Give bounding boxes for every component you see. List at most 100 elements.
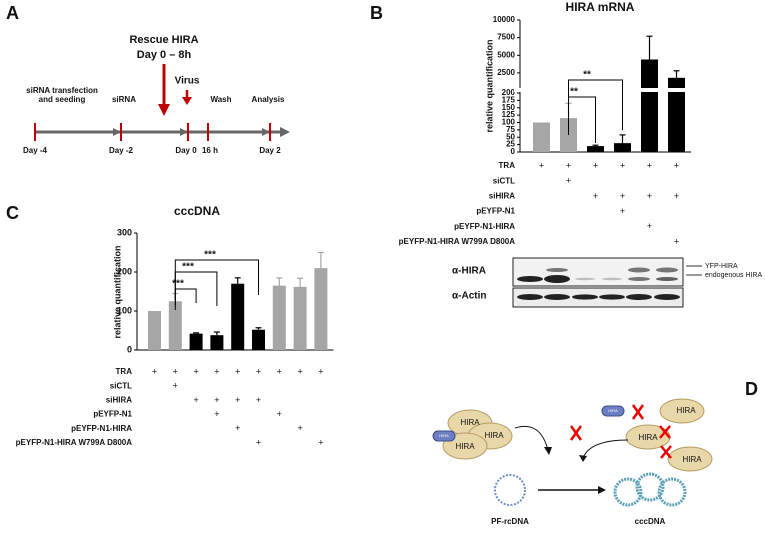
bar xyxy=(252,329,265,350)
y-tick-label: 125 xyxy=(502,110,516,119)
arrow-head xyxy=(598,486,606,494)
timeline-label: and seeding xyxy=(39,95,86,104)
block-marks xyxy=(569,404,672,459)
condition-mark: + xyxy=(256,366,261,376)
panel-label: A xyxy=(6,3,19,23)
cccdna xyxy=(613,472,687,507)
y-tick-label: 100 xyxy=(502,118,516,127)
yfp-tag xyxy=(432,430,456,442)
condition-mark: + xyxy=(566,160,571,170)
condition-mark: + xyxy=(214,366,219,376)
condition-mark: + xyxy=(152,366,157,376)
diagram: HIRA HIRA HIRA HIRA HIRA HIRA HIRA HIRA … xyxy=(432,398,713,526)
molecule-label: cccDNA xyxy=(635,517,666,526)
protein xyxy=(659,398,705,424)
y-tick-label: 0 xyxy=(127,344,132,354)
day-label: Day 2 xyxy=(259,146,281,155)
bar xyxy=(314,268,328,350)
arrow-head xyxy=(113,128,121,136)
day-label: Day -4 xyxy=(23,146,48,155)
bar xyxy=(148,311,161,350)
day-ticks xyxy=(34,123,271,141)
condition-label: pEYFP-N1 xyxy=(476,207,515,216)
significance-bracket xyxy=(174,259,259,300)
condition-label: pEYFP-N1-HIRA xyxy=(71,424,132,433)
condition-label: pEYFP-N1 xyxy=(93,410,132,419)
y-tick-label: 200 xyxy=(117,266,132,276)
condition-mark: + xyxy=(593,191,598,201)
arrow-head xyxy=(182,97,192,105)
bar xyxy=(641,59,658,152)
band-label: endogenous HIRA xyxy=(705,272,763,279)
day-label: Day -2 xyxy=(109,146,134,155)
western-blot: α-HIRA α-Actin YFP-HIRA endogenous HIRA xyxy=(452,257,763,308)
condition-mark: + xyxy=(256,437,261,447)
condition-mark: + xyxy=(256,395,261,405)
significance-label: ** xyxy=(583,70,591,81)
chart-title: cccDNA xyxy=(174,204,220,218)
y-tick-label: 7500 xyxy=(497,33,515,42)
chart-title: HIRA mRNA xyxy=(566,0,635,14)
bar xyxy=(189,333,203,350)
bar xyxy=(272,285,286,350)
condition-mark: + xyxy=(297,366,302,376)
timeline-label: Virus xyxy=(175,76,200,87)
y-axis-label: relative quantification xyxy=(112,245,122,338)
axis-break xyxy=(514,88,691,92)
condition-mark: + xyxy=(318,437,323,447)
molecule-label: PF-rcDNA xyxy=(491,517,529,526)
condition-mark: + xyxy=(214,409,219,419)
condition-mark: + xyxy=(214,395,219,405)
protein-label: HIRA xyxy=(638,433,658,442)
condition-mark: + xyxy=(566,176,571,186)
arrow-head xyxy=(280,127,290,137)
y-tick-label: 100 xyxy=(117,305,132,315)
bar xyxy=(668,77,685,152)
y-tick-label: 2500 xyxy=(497,68,515,77)
y-tick-label: 300 xyxy=(117,227,132,237)
arrow-head xyxy=(158,104,170,116)
condition-label: TRA xyxy=(499,161,516,170)
condition-mark: + xyxy=(620,206,625,216)
panel-label: D xyxy=(745,379,758,399)
y-tick-label: 25 xyxy=(506,140,515,149)
condition-mark: + xyxy=(647,160,652,170)
bar xyxy=(560,118,577,152)
condition-mark: + xyxy=(235,366,240,376)
protein xyxy=(667,446,713,472)
protein-label: HIRA xyxy=(455,442,475,451)
protein-label: HIRA xyxy=(484,431,504,440)
significance-label: *** xyxy=(172,279,184,290)
condition-mark: + xyxy=(674,236,679,246)
timeline-label: siRNA xyxy=(112,95,136,104)
timeline-label: Analysis xyxy=(252,95,285,104)
timeline-label: siRNA transfection xyxy=(26,86,98,95)
y-tick-label: 10000 xyxy=(493,15,516,24)
y-tick-label: 5000 xyxy=(497,50,515,59)
condition-mark: + xyxy=(674,191,679,201)
protein-label: HIRA xyxy=(608,408,618,413)
y-tick-label: 50 xyxy=(506,132,515,141)
panel-label: B xyxy=(370,3,383,23)
condition-mark: + xyxy=(193,395,198,405)
condition-mark: + xyxy=(277,409,282,419)
arrow-head xyxy=(579,455,587,462)
condition-mark: + xyxy=(620,160,625,170)
arrow-head xyxy=(180,128,188,136)
condition-mark: + xyxy=(277,366,282,376)
y-axis-label: relative quantification xyxy=(484,39,494,132)
yfp-tag xyxy=(601,405,625,417)
panel-label: C xyxy=(6,203,19,223)
condition-mark: + xyxy=(647,221,652,231)
protein-label: HIRA xyxy=(460,418,480,427)
condition-mark: + xyxy=(297,423,302,433)
condition-mark: + xyxy=(235,423,240,433)
bar xyxy=(614,143,631,152)
condition-mark: + xyxy=(193,366,198,376)
timeline-label: Rescue HIRA xyxy=(129,34,198,46)
condition-mark: + xyxy=(674,160,679,170)
condition-mark: + xyxy=(647,191,652,201)
y-tick-label: 150 xyxy=(502,103,516,112)
day-label: Day 0 xyxy=(175,146,197,155)
y-tick-label: 75 xyxy=(506,125,515,134)
